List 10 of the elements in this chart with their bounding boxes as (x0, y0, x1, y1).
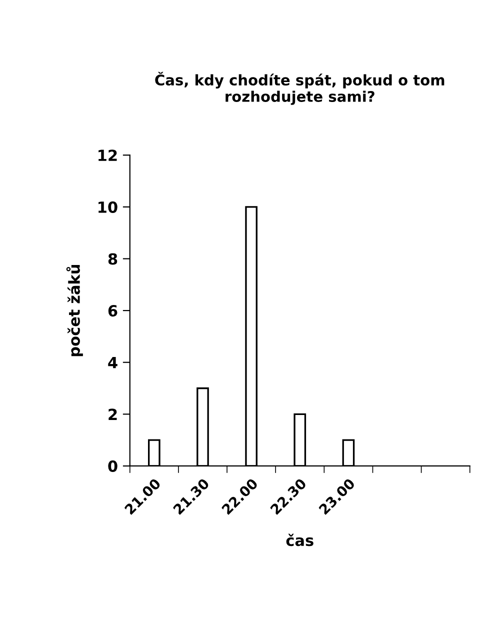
y-tick-label: 4 (108, 357, 118, 368)
y-tick-label: 10 (98, 201, 118, 213)
y-tick-label: 12 (98, 150, 117, 161)
y-tick-label: 0 (108, 460, 118, 472)
y-tick-label: 2 (108, 408, 117, 420)
chart-title: Čas, kdy chodíte spát, pokud o tom rozhodujete sami? (155, 72, 444, 105)
y-tick-label: 8 (108, 253, 118, 265)
x-axis-title: čas (286, 534, 314, 546)
y-axis-title: počet žáků (66, 264, 83, 356)
y-tick-label: 6 (108, 305, 118, 317)
